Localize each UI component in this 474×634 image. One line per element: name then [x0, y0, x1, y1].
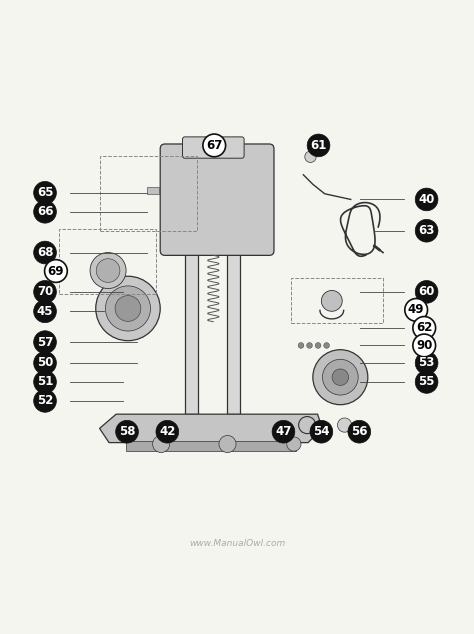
Circle shape [34, 280, 56, 303]
Text: 68: 68 [37, 246, 53, 259]
Circle shape [322, 359, 358, 395]
Circle shape [203, 134, 226, 157]
FancyBboxPatch shape [227, 151, 240, 414]
FancyBboxPatch shape [182, 137, 244, 158]
FancyBboxPatch shape [185, 151, 198, 414]
Circle shape [307, 342, 312, 348]
Text: 61: 61 [310, 139, 327, 152]
Circle shape [34, 389, 56, 412]
Text: 55: 55 [419, 375, 435, 389]
Text: 70: 70 [37, 285, 53, 299]
Text: 69: 69 [48, 264, 64, 278]
Circle shape [34, 371, 56, 393]
Text: 53: 53 [419, 356, 435, 370]
Text: 49: 49 [408, 304, 424, 316]
FancyBboxPatch shape [147, 186, 159, 194]
Circle shape [310, 420, 333, 443]
Circle shape [415, 219, 438, 242]
Text: 90: 90 [416, 339, 432, 352]
Polygon shape [100, 414, 322, 443]
Text: 57: 57 [37, 335, 53, 349]
Circle shape [415, 280, 438, 303]
Circle shape [313, 350, 368, 404]
Text: 67: 67 [206, 139, 222, 152]
Circle shape [272, 420, 295, 443]
Circle shape [332, 369, 348, 385]
Circle shape [156, 420, 179, 443]
Circle shape [413, 334, 436, 357]
Circle shape [415, 371, 438, 393]
Circle shape [324, 342, 329, 348]
Text: 47: 47 [275, 425, 292, 438]
Circle shape [34, 331, 56, 354]
Text: 52: 52 [37, 394, 53, 408]
Circle shape [34, 352, 56, 374]
Circle shape [105, 286, 151, 331]
Text: www.ManualOwl.com: www.ManualOwl.com [189, 539, 285, 548]
Text: 66: 66 [37, 205, 53, 218]
Circle shape [219, 436, 236, 453]
Circle shape [315, 342, 321, 348]
Text: 45: 45 [37, 305, 53, 318]
Text: 42: 42 [159, 425, 175, 438]
Circle shape [405, 299, 428, 321]
Circle shape [298, 342, 304, 348]
Text: 50: 50 [37, 356, 53, 370]
Circle shape [90, 252, 126, 288]
Circle shape [116, 420, 138, 443]
Circle shape [96, 276, 160, 340]
Circle shape [307, 134, 330, 157]
Text: 54: 54 [313, 425, 329, 438]
Circle shape [34, 200, 56, 223]
Circle shape [413, 316, 436, 339]
Circle shape [305, 151, 316, 162]
Circle shape [45, 260, 67, 282]
FancyBboxPatch shape [160, 144, 274, 256]
Circle shape [321, 290, 342, 311]
Circle shape [415, 188, 438, 211]
Circle shape [348, 420, 371, 443]
Circle shape [153, 436, 170, 453]
Text: 63: 63 [419, 224, 435, 237]
Text: 60: 60 [419, 285, 435, 299]
Text: 56: 56 [351, 425, 367, 438]
Circle shape [96, 259, 120, 282]
Circle shape [34, 181, 56, 204]
Circle shape [34, 241, 56, 264]
Text: 51: 51 [37, 375, 53, 389]
Text: 58: 58 [119, 425, 135, 438]
Circle shape [415, 352, 438, 374]
Text: 40: 40 [419, 193, 435, 206]
Circle shape [337, 418, 352, 432]
Text: 65: 65 [37, 186, 53, 199]
Circle shape [115, 295, 141, 321]
Text: 62: 62 [416, 321, 432, 334]
FancyBboxPatch shape [126, 441, 296, 451]
Circle shape [287, 437, 301, 451]
Circle shape [34, 300, 56, 323]
